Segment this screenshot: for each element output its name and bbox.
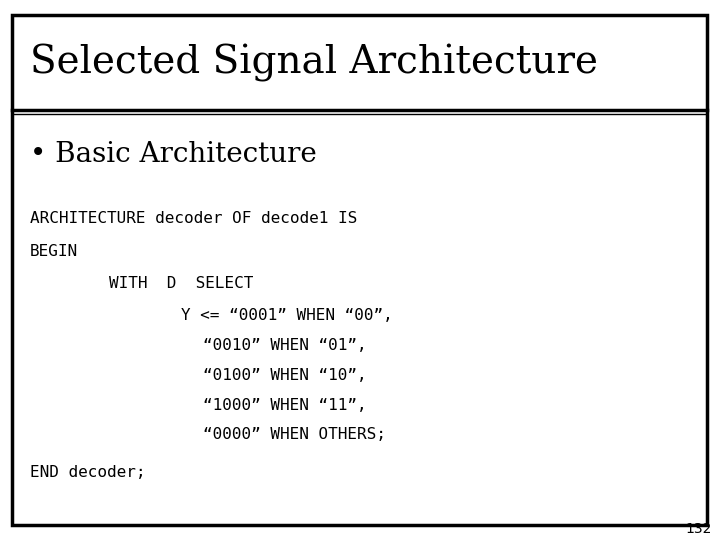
Text: “1000” WHEN “11”,: “1000” WHEN “11”, xyxy=(203,397,366,413)
Text: END decoder;: END decoder; xyxy=(30,465,145,480)
Text: WITH  D  SELECT: WITH D SELECT xyxy=(109,276,253,291)
Text: ARCHITECTURE decoder OF decode1 IS: ARCHITECTURE decoder OF decode1 IS xyxy=(30,211,357,226)
Text: “0100” WHEN “10”,: “0100” WHEN “10”, xyxy=(203,368,366,383)
Text: “0010” WHEN “01”,: “0010” WHEN “01”, xyxy=(203,338,366,353)
Text: BEGIN: BEGIN xyxy=(30,244,78,259)
Text: Y <= “0001” WHEN “00”,: Y <= “0001” WHEN “00”, xyxy=(181,308,393,323)
Text: Selected Signal Architecture: Selected Signal Architecture xyxy=(30,44,598,82)
Text: “0000” WHEN OTHERS;: “0000” WHEN OTHERS; xyxy=(203,427,386,442)
Text: 132: 132 xyxy=(685,522,712,536)
Text: • Basic Architecture: • Basic Architecture xyxy=(30,141,317,168)
